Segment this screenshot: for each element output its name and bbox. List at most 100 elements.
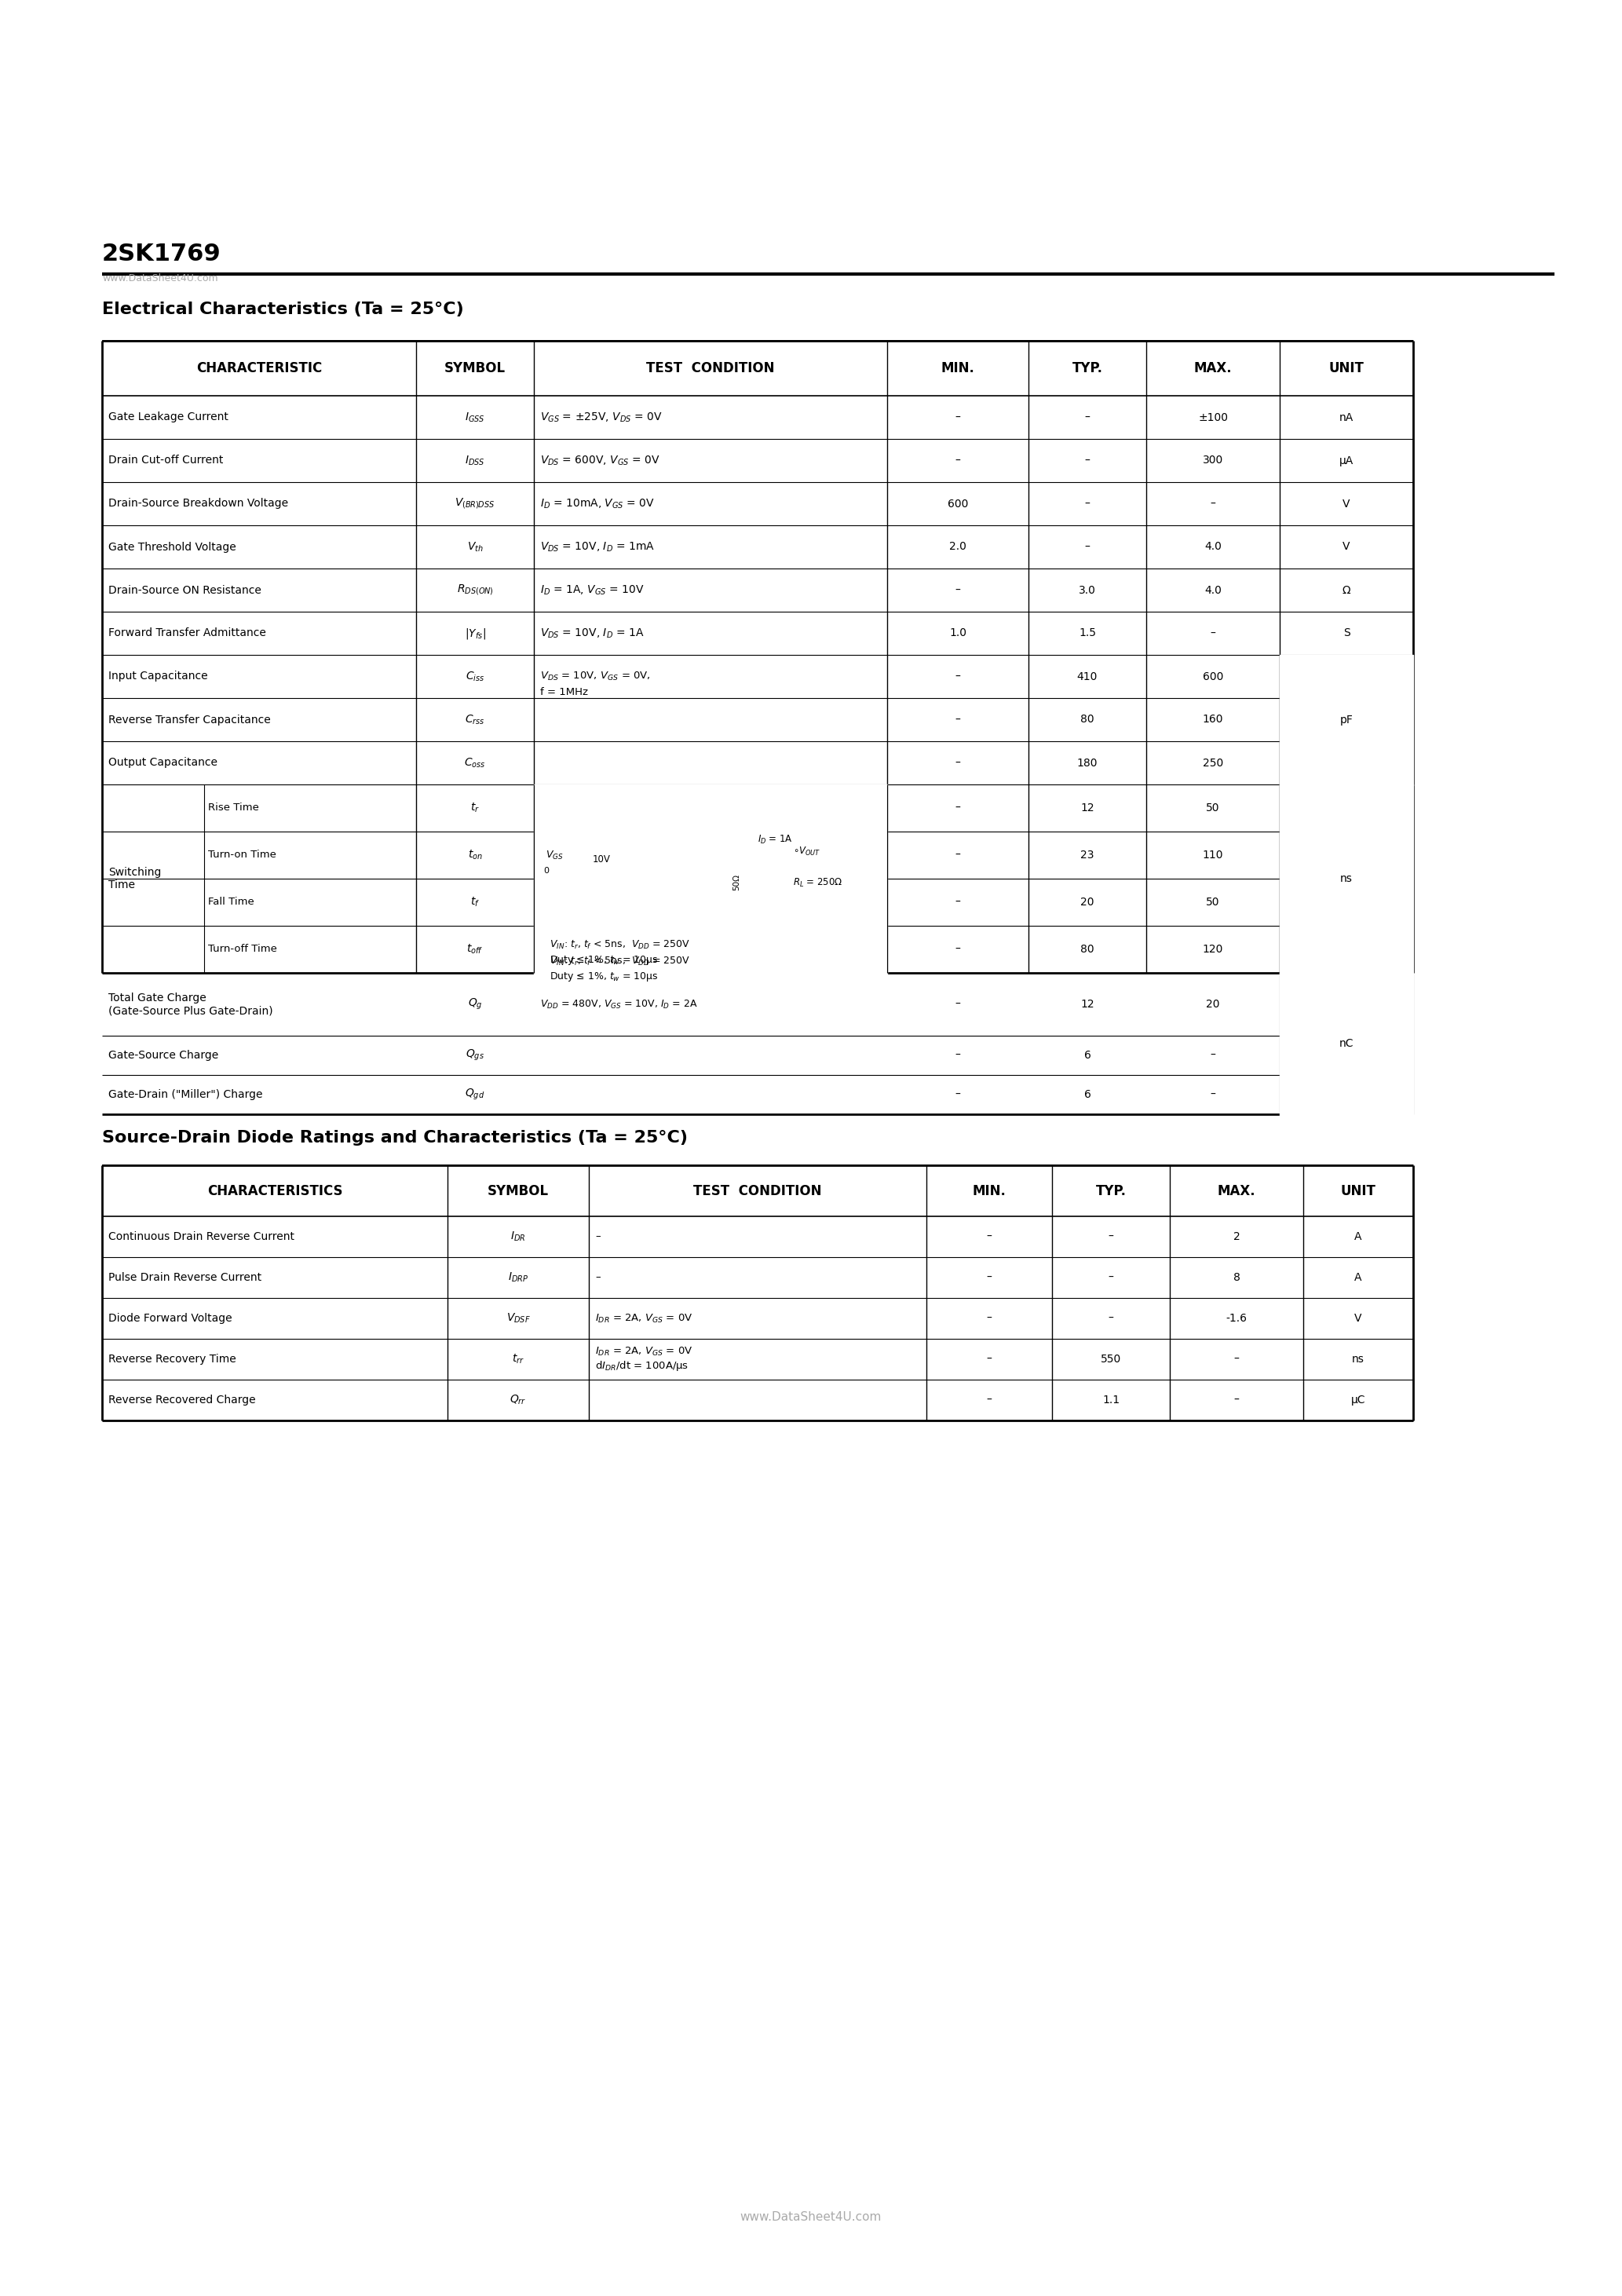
- Text: Gate-Source Charge: Gate-Source Charge: [109, 1049, 219, 1061]
- Text: pF: pF: [1340, 714, 1353, 726]
- Text: –: –: [986, 1394, 993, 1405]
- Text: TYP.: TYP.: [1095, 1185, 1126, 1199]
- Text: Output Capacitance: Output Capacitance: [109, 758, 217, 769]
- Text: TEST  CONDITION: TEST CONDITION: [646, 360, 775, 374]
- Text: $Q_g$: $Q_g$: [467, 996, 482, 1013]
- Text: www.DataSheet4U.com: www.DataSheet4U.com: [740, 2211, 882, 2223]
- Text: www.DataSheet4U.com: www.DataSheet4U.com: [102, 273, 217, 282]
- Text: 4.0: 4.0: [1205, 585, 1221, 595]
- Text: $V_{DD}$ = 480V, $V_{GS}$ = 10V, $I_D$ = 2A: $V_{DD}$ = 480V, $V_{GS}$ = 10V, $I_D$ =…: [540, 999, 697, 1010]
- Text: $V_{DSF}$: $V_{DSF}$: [506, 1311, 530, 1325]
- Text: 12: 12: [1080, 999, 1095, 1010]
- Text: 600: 600: [947, 498, 968, 510]
- Text: –: –: [1085, 498, 1090, 510]
- Text: Gate Leakage Current: Gate Leakage Current: [109, 411, 229, 422]
- Text: Turn-on Time: Turn-on Time: [208, 850, 276, 861]
- Text: –: –: [955, 804, 960, 813]
- Text: 600: 600: [1202, 670, 1223, 682]
- Text: 180: 180: [1077, 758, 1098, 769]
- Text: Fall Time: Fall Time: [208, 898, 255, 907]
- Text: ±100: ±100: [1199, 411, 1228, 422]
- Text: $I_{GSS}$: $I_{GSS}$: [466, 411, 485, 425]
- Text: $C_{iss}$: $C_{iss}$: [466, 670, 485, 682]
- Text: –: –: [1210, 627, 1215, 638]
- Text: $V_{GS}$ = ±25V, $V_{DS}$ = 0V: $V_{GS}$ = ±25V, $V_{DS}$ = 0V: [540, 411, 662, 425]
- Text: $I_{DR}$ = 2A, $V_{GS}$ = 0V
d$I_{DR}$/dt = 100A/µs: $I_{DR}$ = 2A, $V_{GS}$ = 0V d$I_{DR}$/d…: [595, 1345, 693, 1373]
- Text: SYMBOL: SYMBOL: [488, 1185, 548, 1199]
- Text: –: –: [955, 944, 960, 955]
- Text: $t_r$: $t_r$: [470, 801, 480, 815]
- Text: $\circ V_{OUT}$: $\circ V_{OUT}$: [793, 845, 821, 856]
- Text: Switching
Time: Switching Time: [109, 868, 161, 891]
- Text: nA: nA: [1340, 411, 1354, 422]
- Text: 0: 0: [543, 868, 548, 875]
- Text: UNIT: UNIT: [1341, 1185, 1375, 1199]
- Text: –: –: [986, 1272, 993, 1283]
- Text: 160: 160: [1202, 714, 1223, 726]
- Text: 6: 6: [1083, 1088, 1092, 1100]
- Text: –: –: [955, 999, 960, 1010]
- Text: MIN.: MIN.: [972, 1185, 1006, 1199]
- Text: 12: 12: [1080, 804, 1095, 813]
- Text: Rise Time: Rise Time: [208, 804, 260, 813]
- Text: Forward Transfer Admittance: Forward Transfer Admittance: [109, 627, 266, 638]
- Text: $V_{DS}$ = 600V, $V_{GS}$ = 0V: $V_{DS}$ = 600V, $V_{GS}$ = 0V: [540, 455, 660, 466]
- Text: –: –: [955, 411, 960, 422]
- Text: 80: 80: [1080, 714, 1095, 726]
- Text: Drain-Source ON Resistance: Drain-Source ON Resistance: [109, 585, 261, 595]
- Text: 2SK1769: 2SK1769: [102, 243, 221, 266]
- Text: Turn-off Time: Turn-off Time: [208, 944, 277, 955]
- Text: –: –: [986, 1355, 993, 1364]
- Text: –: –: [595, 1231, 600, 1242]
- Text: 120: 120: [1202, 944, 1223, 955]
- Text: 1.1: 1.1: [1103, 1394, 1119, 1405]
- Text: Reverse Recovery Time: Reverse Recovery Time: [109, 1355, 237, 1364]
- Text: $|Y_{fs}|$: $|Y_{fs}|$: [464, 627, 485, 641]
- Text: 300: 300: [1202, 455, 1223, 466]
- Text: Source-Drain Diode Ratings and Characteristics (Ta = 25°C): Source-Drain Diode Ratings and Character…: [102, 1130, 688, 1146]
- Text: -1.6: -1.6: [1226, 1313, 1247, 1325]
- Text: –: –: [1108, 1313, 1114, 1325]
- Text: $Q_{gd}$: $Q_{gd}$: [466, 1088, 485, 1102]
- Text: MIN.: MIN.: [941, 360, 975, 374]
- Text: $V_{DS}$ = 10V, $I_D$ = 1A: $V_{DS}$ = 10V, $I_D$ = 1A: [540, 627, 644, 641]
- Text: TYP.: TYP.: [1072, 360, 1103, 374]
- Text: V: V: [1343, 498, 1350, 510]
- Text: Reverse Recovered Charge: Reverse Recovered Charge: [109, 1394, 256, 1405]
- Text: 10V: 10V: [592, 854, 611, 863]
- Text: 50: 50: [1207, 898, 1220, 907]
- Text: 550: 550: [1101, 1355, 1121, 1364]
- Text: µC: µC: [1351, 1394, 1366, 1405]
- Text: 8: 8: [1233, 1272, 1239, 1283]
- Text: –: –: [955, 898, 960, 907]
- Text: –: –: [986, 1313, 993, 1325]
- Text: Ω: Ω: [1343, 585, 1351, 595]
- Text: 110: 110: [1202, 850, 1223, 861]
- Text: –: –: [1234, 1355, 1239, 1364]
- Text: 20: 20: [1080, 898, 1095, 907]
- Text: $R_L$ = 250Ω: $R_L$ = 250Ω: [793, 877, 843, 889]
- Text: ns: ns: [1340, 872, 1353, 884]
- Text: –: –: [955, 758, 960, 769]
- Text: TEST  CONDITION: TEST CONDITION: [694, 1185, 822, 1199]
- Text: $V_{(BR)DSS}$: $V_{(BR)DSS}$: [454, 496, 495, 510]
- Text: 2.0: 2.0: [949, 542, 967, 553]
- Text: Electrical Characteristics (Ta = 25°C): Electrical Characteristics (Ta = 25°C): [102, 301, 464, 317]
- Text: $t_{on}$: $t_{on}$: [467, 850, 482, 861]
- Text: f = 1MHz: f = 1MHz: [540, 687, 589, 698]
- Text: –: –: [1210, 498, 1215, 510]
- Text: V: V: [1354, 1313, 1362, 1325]
- Text: 23: 23: [1080, 850, 1095, 861]
- Text: A: A: [1354, 1231, 1362, 1242]
- Text: –: –: [1085, 411, 1090, 422]
- Text: $V_{DS}$ = 10V, $I_D$ = 1mA: $V_{DS}$ = 10V, $I_D$ = 1mA: [540, 540, 655, 553]
- Text: 50Ω: 50Ω: [733, 875, 740, 891]
- Text: 1.5: 1.5: [1079, 627, 1096, 638]
- Text: $I_D$ = 1A, $V_{GS}$ = 10V: $I_D$ = 1A, $V_{GS}$ = 10V: [540, 583, 644, 597]
- Text: 4.0: 4.0: [1205, 542, 1221, 553]
- Text: $V_{GS}$: $V_{GS}$: [545, 850, 563, 861]
- Text: MAX.: MAX.: [1218, 1185, 1255, 1199]
- Text: 3.0: 3.0: [1079, 585, 1096, 595]
- Text: $C_{rss}$: $C_{rss}$: [466, 714, 485, 726]
- Text: –: –: [595, 1272, 600, 1283]
